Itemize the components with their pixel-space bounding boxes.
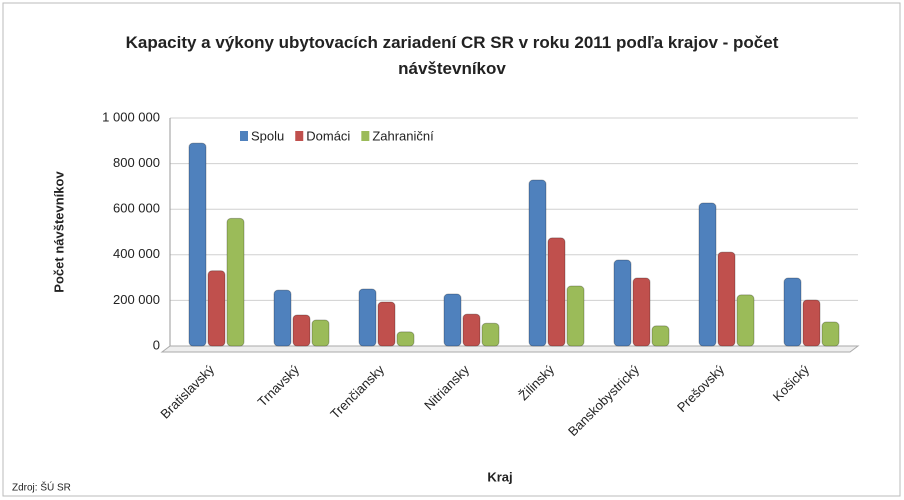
bar — [443, 293, 462, 347]
y-tick-label: 400 000 — [113, 246, 160, 261]
bar — [566, 285, 585, 347]
bar — [613, 259, 632, 347]
y-tick-label: 800 000 — [113, 155, 160, 170]
bar — [736, 294, 755, 347]
bar — [188, 142, 207, 347]
floor — [160, 345, 860, 353]
y-tick-label: 600 000 — [113, 201, 160, 216]
bar — [462, 313, 481, 347]
legend-swatch — [295, 131, 304, 141]
bar — [396, 331, 415, 347]
bar — [207, 270, 226, 347]
bar — [292, 314, 311, 347]
bar — [358, 288, 377, 347]
legend-label: Domáci — [306, 128, 350, 143]
y-tick-label: 0 — [153, 337, 160, 352]
bar — [273, 289, 292, 347]
bar — [632, 277, 651, 347]
bar — [547, 237, 566, 347]
legend-swatch — [240, 131, 248, 141]
bar — [377, 301, 396, 347]
bar — [311, 319, 330, 347]
bar — [821, 321, 840, 347]
bar — [481, 322, 500, 347]
y-tick-label: 200 000 — [113, 292, 160, 307]
legend-label: Spolu — [251, 128, 284, 143]
x-axis-label: Kraj — [487, 469, 512, 484]
bar — [528, 179, 547, 347]
y-axis-label: Počet návštevníkov — [51, 171, 66, 293]
bar — [802, 299, 821, 347]
legend-swatch — [361, 131, 370, 141]
bar — [783, 277, 802, 347]
bar — [698, 202, 717, 347]
legend-label: Zahraniční — [372, 128, 434, 143]
y-tick-label: 1 000 000 — [102, 109, 160, 124]
chart-title: Kapacity a výkony ubytovacích zariadení … — [125, 33, 779, 78]
bar — [717, 251, 736, 347]
source: Zdroj: ŠÚ SR — [12, 481, 71, 494]
bar — [651, 325, 670, 347]
bar — [226, 217, 245, 347]
